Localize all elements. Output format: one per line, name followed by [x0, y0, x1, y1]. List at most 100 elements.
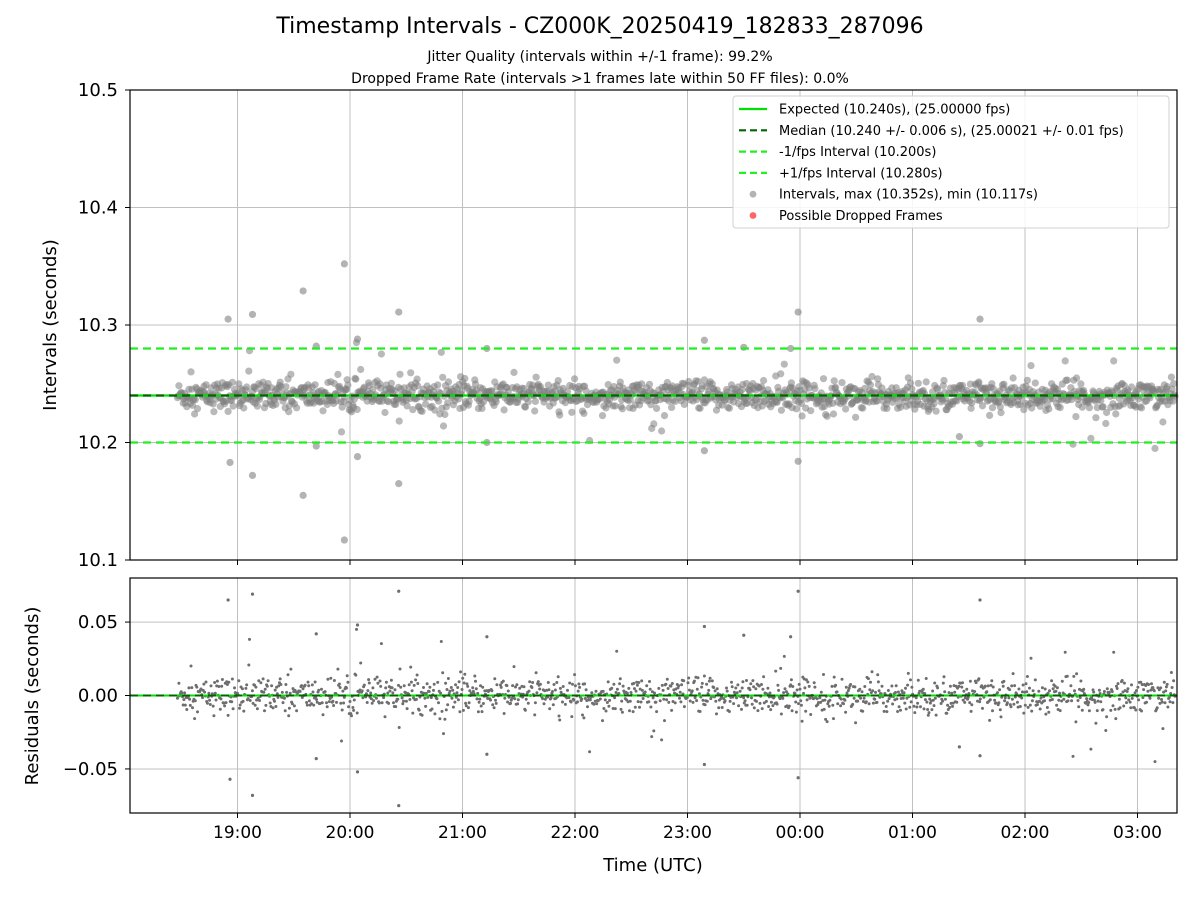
interval-point [787, 379, 796, 387]
residual-point [957, 684, 961, 688]
residual-point [479, 704, 483, 708]
residual-point [384, 680, 388, 684]
interval-point [978, 402, 987, 410]
residual-point [851, 702, 855, 706]
residual-point [1130, 696, 1134, 700]
residual-point [1111, 704, 1115, 708]
residual-point [271, 706, 275, 710]
residual-point [604, 709, 608, 713]
residual-point [1028, 686, 1031, 690]
interval-point [1078, 403, 1086, 411]
residual-point [538, 687, 542, 691]
residual-point [388, 689, 392, 693]
residual-point [1048, 689, 1051, 693]
residual-point [936, 686, 940, 690]
interval-point [434, 381, 442, 389]
residual-point [558, 718, 562, 722]
interval-point [461, 374, 469, 383]
residual-point [1169, 671, 1173, 674]
residual-point [601, 689, 605, 693]
interval-point [531, 407, 539, 415]
residual-outlier [789, 635, 793, 639]
residual-point [557, 714, 561, 718]
residual-point [1105, 687, 1109, 691]
residual-point [698, 710, 702, 713]
residual-point [1047, 710, 1051, 714]
residual-point [1116, 682, 1120, 686]
residual-point [273, 688, 277, 692]
interval-point [444, 378, 452, 386]
residual-point [1038, 707, 1042, 711]
residual-point [943, 697, 947, 701]
residual-point [317, 688, 321, 692]
residual-point [553, 688, 557, 692]
residual-point [806, 680, 810, 684]
residual-point [189, 664, 193, 668]
residual-point [919, 705, 922, 709]
residual-point [760, 683, 763, 686]
residual-point [1000, 695, 1004, 699]
residual-point [546, 681, 550, 684]
residual-point [654, 700, 658, 704]
residual-point [1095, 709, 1099, 713]
interval-point [940, 376, 948, 385]
residual-point [963, 700, 967, 704]
interval-point [1168, 385, 1176, 393]
residual-point [782, 654, 786, 658]
residual-point [253, 703, 257, 707]
residual-point [598, 697, 602, 701]
residual-point [391, 691, 395, 695]
residual-outlier [957, 745, 961, 749]
residual-point [1110, 690, 1114, 693]
interval-point [377, 350, 385, 358]
residual-point [1114, 717, 1118, 721]
residual-point [536, 680, 540, 684]
interval-point [243, 383, 251, 391]
interval-point [311, 381, 319, 389]
residual-point [547, 688, 551, 692]
interval-point [554, 377, 562, 385]
residual-point [1063, 650, 1067, 654]
residual-point [286, 673, 290, 677]
residual-point [996, 691, 999, 695]
residual-point [875, 700, 879, 704]
residual-point [862, 696, 866, 700]
residual-point [603, 698, 607, 702]
interval-point [437, 348, 445, 356]
residual-point [325, 701, 328, 705]
residual-point [912, 704, 916, 708]
residual-point [800, 719, 804, 723]
residual-point [754, 687, 758, 691]
interval-point [444, 399, 452, 407]
interval-point [1099, 403, 1107, 411]
interval-point [934, 385, 942, 393]
interval-point [191, 396, 199, 404]
residual-point [1120, 679, 1124, 682]
residual-point [238, 706, 241, 710]
residual-point [376, 681, 380, 685]
residual-point [287, 706, 291, 710]
residual-point [691, 700, 695, 704]
interval-point [638, 380, 646, 388]
residual-point [489, 698, 492, 702]
residual-point [989, 683, 993, 687]
residual-point [345, 686, 348, 690]
residual-point [290, 702, 294, 706]
residual-point [1008, 688, 1012, 692]
residual-point [610, 686, 614, 690]
interval-point [958, 381, 967, 389]
residual-point [1124, 696, 1128, 700]
residual-point [914, 696, 918, 700]
residual-point [802, 691, 805, 695]
residual-point [1051, 687, 1055, 691]
residual-point [847, 686, 851, 690]
interval-point [1092, 414, 1100, 422]
residual-point [846, 689, 850, 692]
residual-point [666, 687, 670, 690]
residual-point [371, 686, 375, 690]
residual-point [602, 707, 606, 710]
interval-point [544, 381, 552, 389]
residual-point [373, 677, 377, 681]
residual-point [1164, 685, 1168, 689]
residual-point [455, 691, 459, 695]
